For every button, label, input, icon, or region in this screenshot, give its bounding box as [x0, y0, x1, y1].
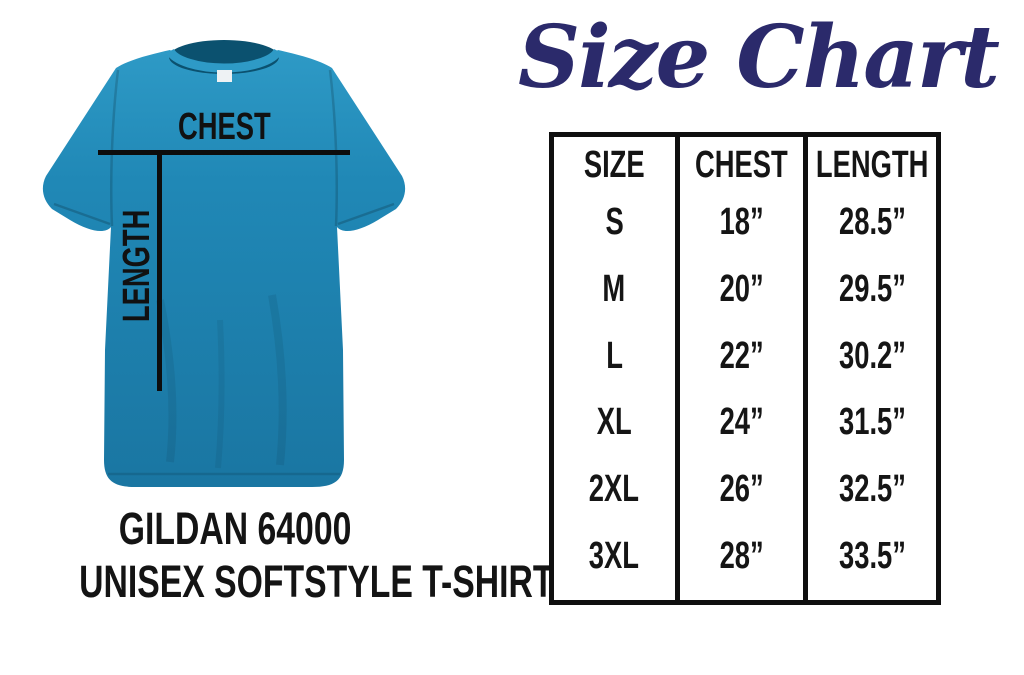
- column-header-size-text: SIZE: [583, 143, 645, 186]
- length-value-text: 32.5”: [838, 468, 906, 511]
- tshirt-body-shape: [42, 50, 406, 487]
- chest-value: 22”: [680, 323, 804, 390]
- size-value: L: [554, 323, 675, 390]
- collar-band: [165, 48, 283, 73]
- size-chart-title: Size Chart: [517, 7, 1000, 108]
- length-value-text: 33.5”: [838, 535, 906, 578]
- column-header-length: LENGTH: [808, 141, 936, 189]
- size-value: 3XL: [554, 523, 675, 590]
- length-value: 32.5”: [808, 456, 936, 523]
- fabric-fold: [156, 299, 177, 463]
- column-header-chest-text: CHEST: [695, 143, 788, 186]
- product-caption: GILDAN 64000 UNISEX SOFTSTYLE T-SHIRT: [0, 502, 553, 608]
- chest-value-text: 28”: [719, 535, 764, 578]
- table-column-chest: CHEST 18” 20” 22” 24” 26” 28”: [674, 137, 809, 600]
- neck-tag: [217, 70, 232, 82]
- length-value: 28.5”: [808, 189, 936, 256]
- length-measure-line: [157, 150, 162, 391]
- length-value-text: 29.5”: [838, 267, 906, 310]
- size-value: M: [554, 256, 675, 323]
- product-name-line2-text: UNISEX SOFTSTYLE T-SHIRT: [79, 556, 554, 607]
- table-column-size: SIZE S M L XL 2XL 3XL: [554, 137, 675, 600]
- product-name-line1: GILDAN 64000: [0, 502, 470, 555]
- column-header-length-text: LENGTH: [815, 143, 929, 186]
- chest-value: 28”: [680, 523, 804, 590]
- size-value-text: M: [602, 267, 626, 310]
- table-column-length: LENGTH 28.5” 29.5” 30.2” 31.5” 32.5”: [808, 137, 936, 600]
- left-seam: [110, 69, 120, 227]
- chest-measure-line: [98, 150, 350, 155]
- chest-value: 24”: [680, 389, 804, 456]
- column-header-size: SIZE: [554, 141, 675, 189]
- chest-value-text: 24”: [719, 401, 764, 444]
- chest-value: 26”: [680, 456, 804, 523]
- product-name-line1-text: GILDAN 64000: [118, 503, 352, 554]
- column-header-chest: CHEST: [680, 141, 804, 189]
- length-value-text: 30.2”: [838, 334, 906, 377]
- size-value-text: S: [605, 200, 624, 243]
- size-value: 2XL: [554, 456, 675, 523]
- size-value: S: [554, 189, 675, 256]
- length-value: 29.5”: [808, 256, 936, 323]
- length-value-text: 28.5”: [838, 200, 906, 243]
- size-table: SIZE S M L XL 2XL 3XL: [549, 132, 941, 605]
- chest-value: 18”: [680, 189, 804, 256]
- chest-label: CHEST: [98, 104, 350, 150]
- chest-value: 20”: [680, 256, 804, 323]
- length-value: 30.2”: [808, 323, 936, 390]
- chest-label-text: CHEST: [177, 106, 271, 148]
- tshirt-image: [42, 40, 406, 487]
- chest-value-text: 22”: [719, 334, 764, 377]
- fabric-fold: [268, 294, 287, 466]
- chest-value-text: 20”: [719, 267, 764, 310]
- size-value-text: 3XL: [589, 535, 640, 578]
- size-value-text: L: [605, 334, 623, 377]
- length-value-text: 31.5”: [838, 401, 906, 444]
- length-label: LENGTH: [116, 145, 158, 387]
- size-value-text: XL: [596, 401, 632, 444]
- chest-value-text: 18”: [719, 200, 764, 243]
- fabric-fold: [215, 319, 225, 469]
- product-name-line2: UNISEX SOFTSTYLE T-SHIRT: [0, 555, 553, 608]
- chest-value-text: 26”: [719, 468, 764, 511]
- size-value: XL: [554, 389, 675, 456]
- size-value-text: 2XL: [589, 468, 640, 511]
- right-sleeve-hem: [337, 202, 395, 226]
- length-value: 33.5”: [808, 523, 936, 590]
- left-sleeve-hem: [53, 202, 111, 226]
- length-value: 31.5”: [808, 389, 936, 456]
- right-seam: [328, 69, 338, 227]
- length-label-text: LENGTH: [116, 209, 158, 323]
